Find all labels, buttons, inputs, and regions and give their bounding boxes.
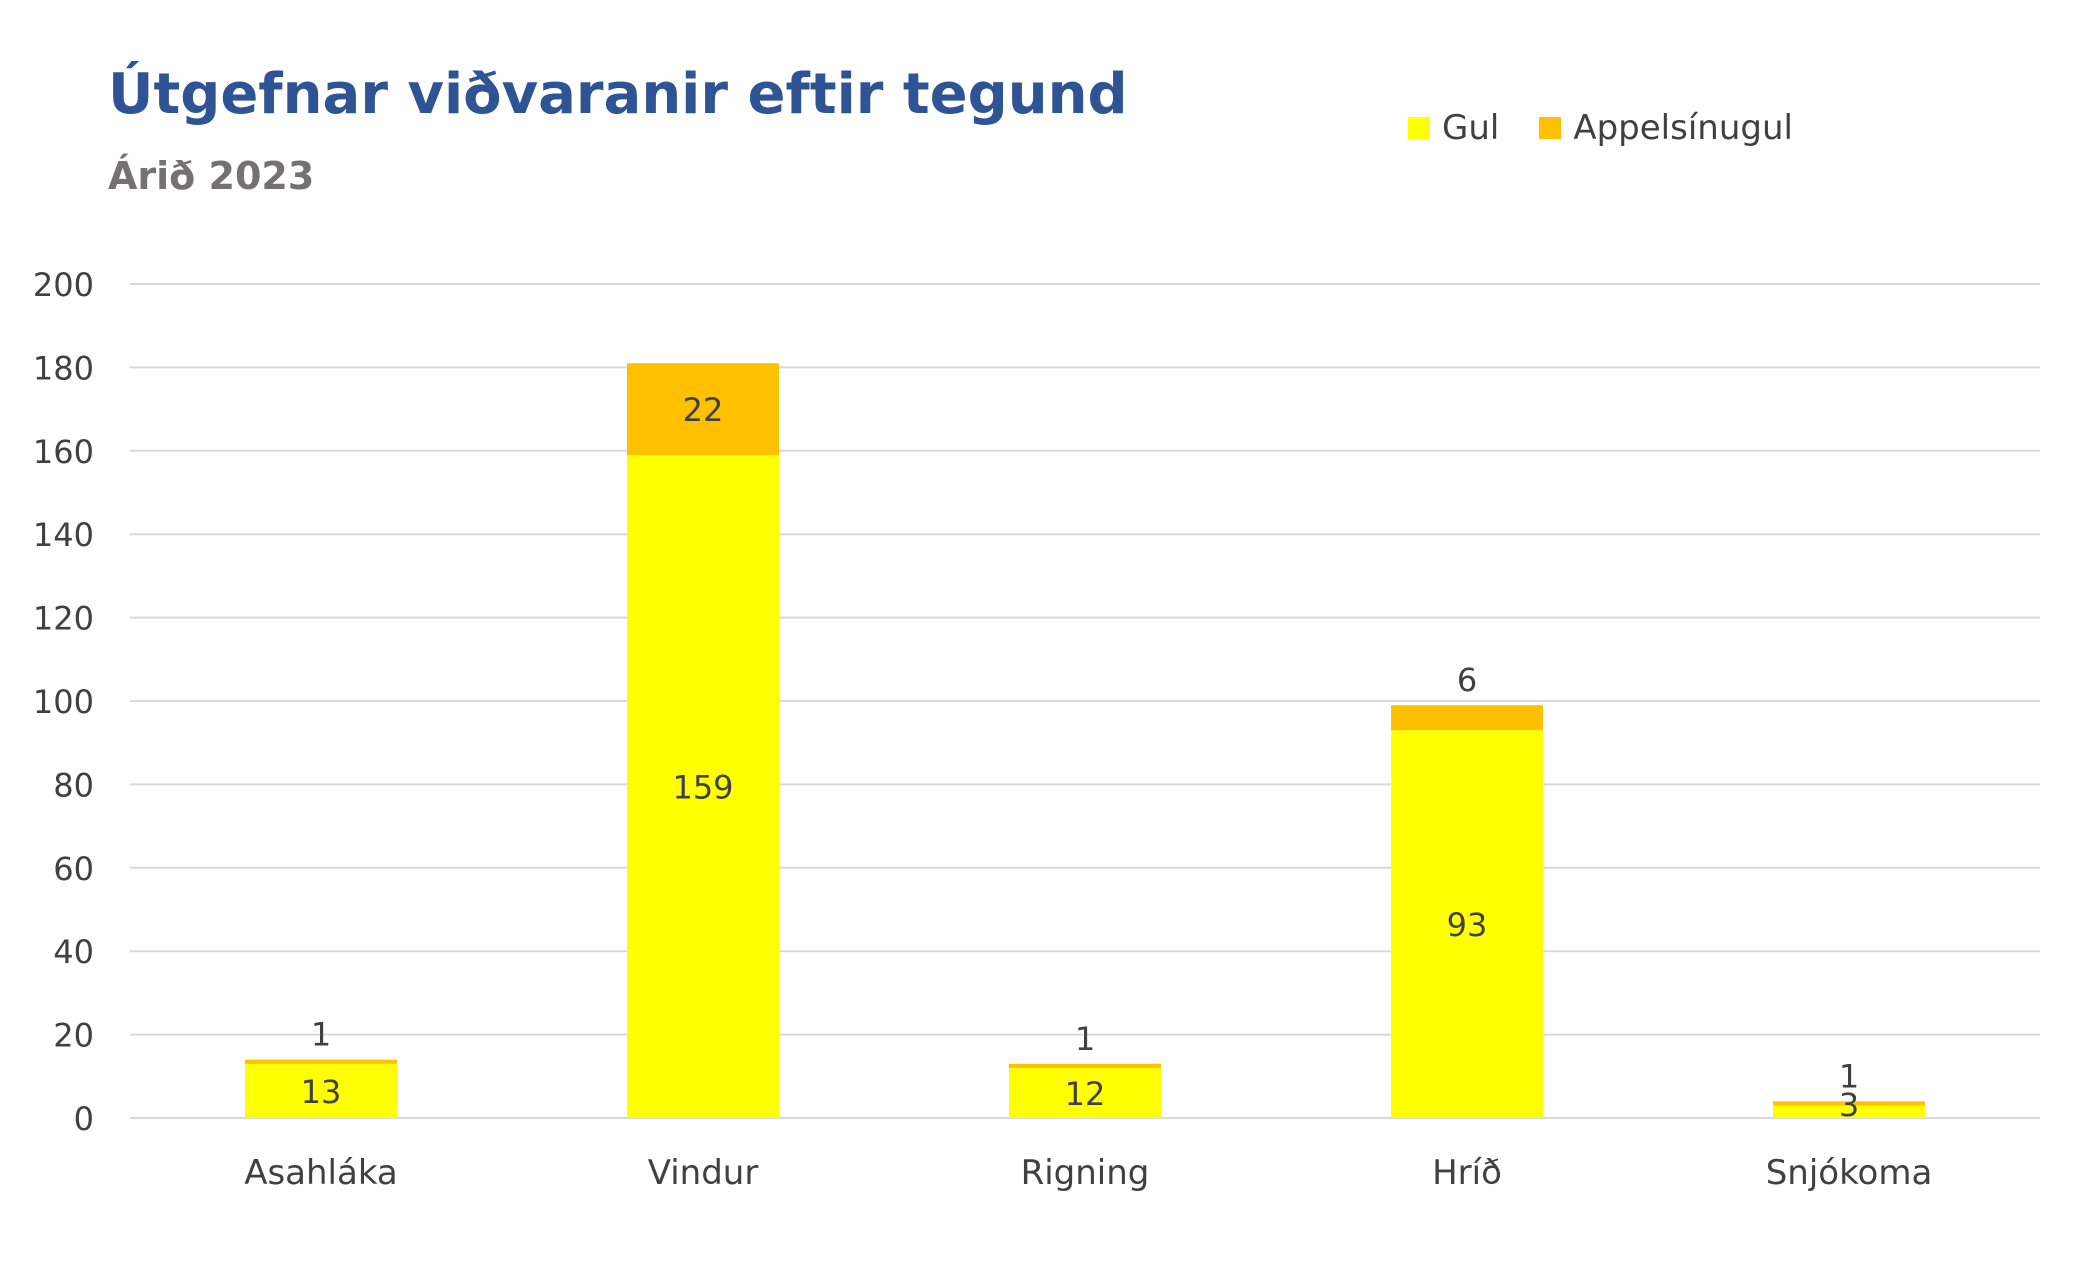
data-label: 13: [301, 1073, 342, 1111]
legend-swatch-gul: [1408, 117, 1430, 139]
data-label: 1: [1075, 1020, 1095, 1058]
y-tick-label: 140: [33, 516, 94, 554]
data-label: 6: [1457, 661, 1477, 699]
legend-item-gul: Gul: [1408, 108, 1499, 148]
y-tick-label: 0: [74, 1100, 94, 1138]
legend-swatch-appelsinugul: [1539, 117, 1562, 139]
y-tick-label: 80: [53, 766, 94, 804]
chart-subtitle: Árið 2023: [108, 154, 315, 198]
x-tick-label: Asahláka: [244, 1153, 398, 1193]
y-tick-label: 120: [33, 600, 94, 638]
x-tick-label: Snjókoma: [1766, 1153, 1933, 1193]
data-label: 3: [1839, 1086, 1859, 1124]
y-tick-label: 180: [33, 349, 94, 387]
x-tick-label: Hríð: [1432, 1153, 1502, 1193]
data-label: 93: [1447, 906, 1488, 944]
y-tick-label: 20: [53, 1017, 94, 1055]
bar-segment-appelsínugul: [1773, 1101, 1925, 1106]
bar-segment-gul: [1773, 1105, 1925, 1118]
x-tick-label: Rigning: [1021, 1153, 1150, 1193]
bar-segment-gul: [627, 454, 779, 1119]
y-tick-label: 200: [33, 266, 94, 304]
bar-segment-appelsínugul: [627, 363, 779, 455]
legend-label-gul: Gul: [1442, 108, 1500, 148]
x-tick-label: Vindur: [648, 1153, 759, 1193]
data-label: 12: [1065, 1075, 1106, 1113]
bar-segment-gul: [245, 1063, 397, 1118]
bar-segment-gul: [1391, 730, 1543, 1118]
data-label: 159: [672, 768, 733, 806]
bar-segment-appelsínugul: [245, 1059, 397, 1064]
data-label: 22: [683, 391, 724, 429]
legend-label-appelsinugul: Appelsínugul: [1573, 108, 1793, 148]
bar-segment-appelsínugul: [1391, 705, 1543, 731]
legend-item-appelsinugul: Appelsínugul: [1539, 108, 1793, 148]
y-tick-label: 40: [53, 933, 94, 971]
y-tick-label: 100: [33, 683, 94, 721]
legend: Gul Appelsínugul: [1408, 108, 1833, 148]
y-tick-label: 160: [33, 433, 94, 471]
data-label: 1: [311, 1016, 331, 1054]
data-label: 1: [1839, 1057, 1859, 1095]
y-tick-label: 60: [53, 850, 94, 888]
chart-title: Útgefnar viðvaranir eftir tegund: [108, 62, 1128, 127]
bar-segment-appelsínugul: [1009, 1063, 1161, 1068]
bar-segment-gul: [1009, 1067, 1161, 1118]
